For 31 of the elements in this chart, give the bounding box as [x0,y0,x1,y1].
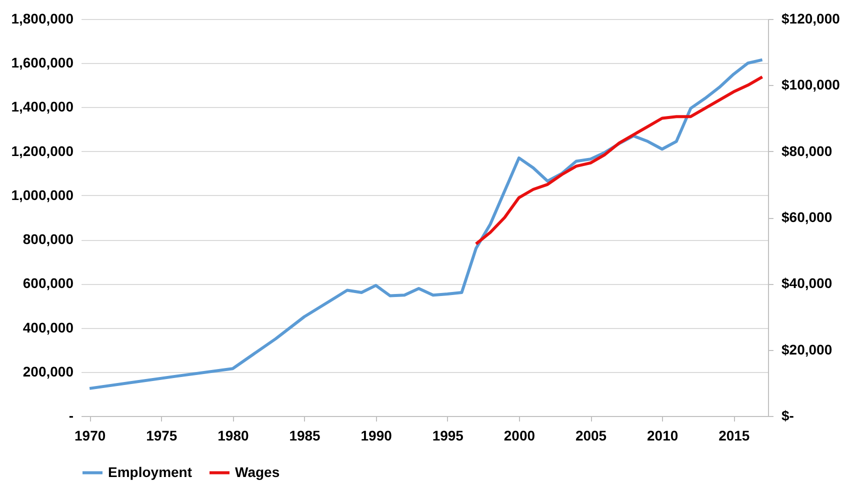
x-tick-label: 1995 [432,428,464,444]
line-series [474,75,764,246]
y2-tick-label: $40,000 [782,275,832,292]
y-tick-label: 600,000 [22,275,74,292]
y2-tick-label: $60,000 [782,209,832,225]
y-tick-label: 200,000 [22,363,74,380]
y2-tick-label: $120,000 [782,10,840,26]
x-tick-label: 1970 [74,428,106,444]
x-tick-label: 2010 [647,428,678,444]
y-tick-label: 1,600,000 [11,54,74,71]
x-tick-label: 2015 [718,428,750,444]
line-series [88,58,764,390]
y2-tick-label: $- [782,408,794,424]
legend-label: Employment [108,464,192,480]
y2-tick-label: $100,000 [782,76,840,93]
y2-tick-label: $80,000 [782,142,832,159]
y-tick-label: - [68,408,74,424]
y-tick-label: 1,400,000 [11,98,74,115]
y-tick-label: 1,200,000 [11,142,74,159]
x-tick-label: 1990 [360,428,392,444]
legend-label: Wages [235,464,280,480]
y2-tick-label: $20,000 [782,341,832,358]
x-tick-label: 2000 [504,428,536,444]
y-tick-label: 400,000 [22,319,74,336]
x-tick-label: 2005 [575,428,607,444]
x-tick-label: 1980 [218,428,249,444]
y-tick-label: 800,000 [22,231,74,248]
y-tick-label: 1,800,000 [11,10,74,26]
x-tick-label: 1975 [146,428,178,444]
y-tick-label: 1,000,000 [11,186,74,203]
x-tick-label: 1985 [289,428,321,444]
